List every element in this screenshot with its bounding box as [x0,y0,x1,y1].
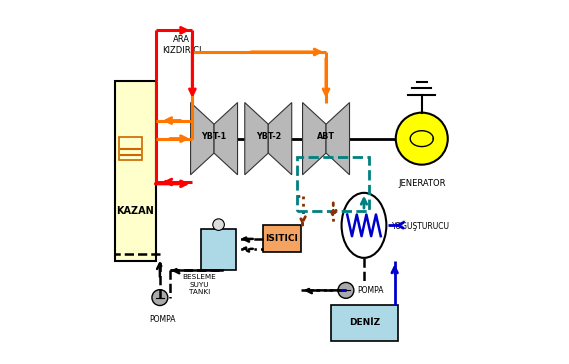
Bar [263,225,301,253]
Text: ISITICI: ISITICI [265,234,298,244]
Bar [115,81,156,261]
Text: ABT: ABT [317,132,335,141]
Circle shape [213,219,224,230]
Text: YBT-1: YBT-1 [201,132,226,141]
Text: ARA
KIZDIRICI: ARA KIZDIRICI [162,35,201,55]
Polygon shape [191,103,214,175]
Text: POMPA: POMPA [357,286,384,295]
Bar [201,229,236,270]
Circle shape [152,290,168,305]
Text: JENERATOR: JENERATOR [398,179,446,188]
Polygon shape [303,103,326,175]
Text: POMPA: POMPA [149,314,176,324]
Text: BESLEME
SUYU
TANKI: BESLEME SUYU TANKI [183,274,216,295]
Bar [297,157,369,211]
Circle shape [338,282,354,298]
Polygon shape [245,103,268,175]
Text: DENİZ: DENİZ [349,318,381,327]
Bar [119,137,142,160]
Polygon shape [326,103,349,175]
Polygon shape [214,103,237,175]
Ellipse shape [341,193,386,258]
Text: YOĞUŞTURUCU: YOĞUŞTURUCU [392,220,450,231]
Bar [332,305,398,341]
Circle shape [396,112,448,165]
Polygon shape [268,103,292,175]
Text: YBT-2: YBT-2 [255,132,281,141]
Text: KAZAN: KAZAN [117,206,154,216]
